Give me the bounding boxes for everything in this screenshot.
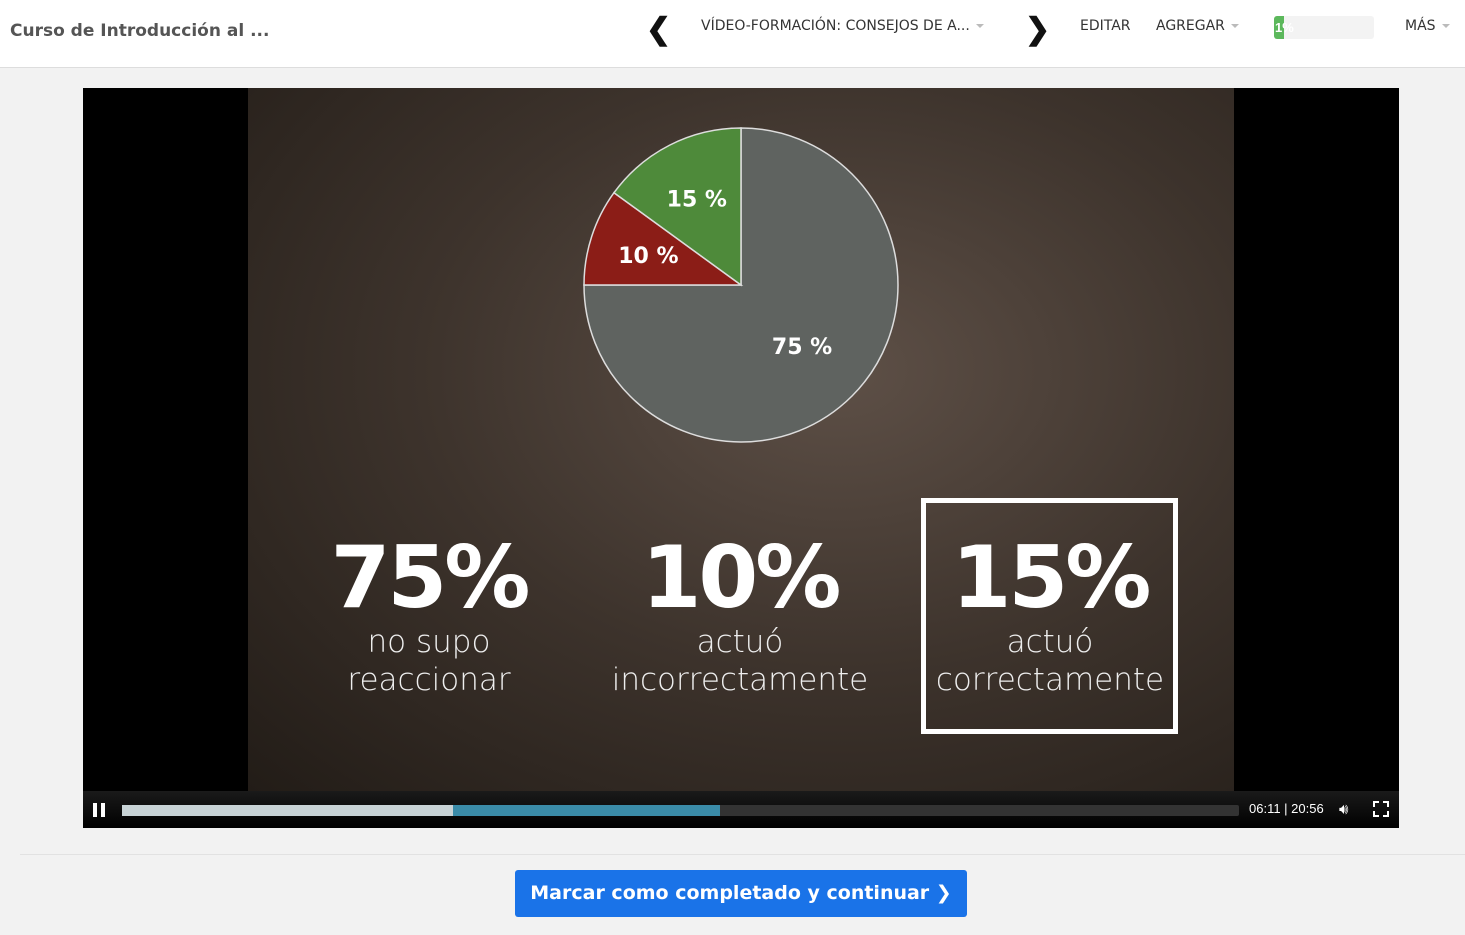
top-bar: Curso de Introducción al ... ❮ VÍDEO-FOR… (0, 0, 1465, 68)
time-display: 06:11 | 20:56 (1249, 801, 1324, 816)
stat-1: 75% no supo reaccionar (279, 533, 579, 699)
edit-button[interactable]: EDITAR (1080, 18, 1131, 34)
pie-slice (583, 127, 899, 443)
course-title[interactable]: Curso de Introducción al ... (10, 21, 270, 41)
caret-down-icon (1230, 24, 1239, 28)
stat-2: 10% actuó incorrectamente (590, 533, 890, 699)
stat-3: 15% actuó correctamente (900, 533, 1200, 699)
fullscreen-icon[interactable] (1373, 801, 1389, 817)
lesson-title: VÍDEO-FORMACIÓN: CONSEJOS DE A... (701, 18, 970, 34)
lesson-dropdown[interactable]: VÍDEO-FORMACIÓN: CONSEJOS DE A... (701, 18, 984, 34)
course-progress: 1% (1274, 16, 1374, 39)
pie-slice (612, 127, 742, 287)
pie-label: 10 % (618, 244, 678, 269)
pie-label: 75 % (772, 335, 832, 360)
stat-label: incorrectamente (611, 662, 869, 698)
pie-label: 15 % (667, 187, 727, 212)
stat-label: actuó (1006, 624, 1094, 660)
pie-chart: 75 % 10 % 15 % (583, 127, 899, 443)
caret-down-icon (975, 24, 984, 28)
cta-label: Marcar como completado y continuar (530, 882, 930, 904)
progress-fill: 1% (1274, 16, 1294, 39)
more-dropdown[interactable]: MÁS (1405, 18, 1450, 34)
divider (20, 854, 1465, 855)
add-label: AGREGAR (1156, 18, 1225, 34)
chevron-right-icon[interactable]: ❯ (1025, 13, 1051, 46)
complete-continue-button[interactable]: Marcar como completado y continuar ❯ (515, 870, 967, 917)
chevron-left-icon[interactable]: ❮ (646, 13, 672, 46)
volume-icon[interactable]: 🔊︎ (1339, 801, 1349, 818)
stat-label: no supo (367, 624, 491, 660)
stat-label: correctamente (935, 662, 1165, 698)
pause-icon[interactable] (93, 803, 105, 817)
caret-down-icon (1441, 24, 1450, 28)
video-player[interactable]: 75 % 10 % 15 % 75% no supo reaccionar 10% act… (83, 88, 1399, 828)
pie-slice (583, 191, 744, 286)
stat-value: 10% (641, 528, 842, 628)
seek-bar[interactable] (122, 805, 1239, 816)
highlight-box (921, 498, 1178, 734)
played-bar (122, 805, 453, 816)
stat-value: 15% (951, 528, 1152, 628)
video-controls: 06:11 | 20:56 🔊︎ (83, 791, 1399, 828)
more-label: MÁS (1405, 18, 1436, 34)
stat-label: actuó (696, 624, 784, 660)
stat-value: 75% (330, 528, 531, 628)
add-dropdown[interactable]: AGREGAR (1156, 18, 1239, 34)
stat-label: reaccionar (347, 662, 511, 698)
